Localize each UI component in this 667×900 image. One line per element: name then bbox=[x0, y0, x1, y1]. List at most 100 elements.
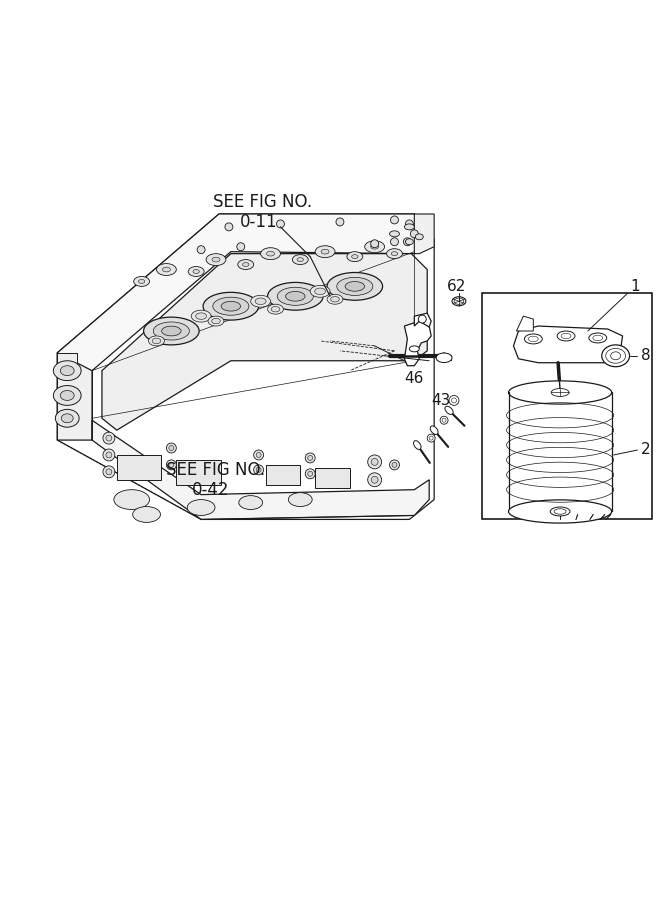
Ellipse shape bbox=[371, 244, 379, 249]
Ellipse shape bbox=[561, 333, 571, 338]
Circle shape bbox=[368, 472, 382, 487]
Circle shape bbox=[103, 432, 115, 444]
Polygon shape bbox=[414, 214, 434, 254]
Ellipse shape bbox=[430, 426, 438, 435]
Circle shape bbox=[371, 476, 378, 483]
Text: 2: 2 bbox=[640, 443, 650, 457]
Ellipse shape bbox=[297, 257, 303, 262]
Ellipse shape bbox=[60, 365, 74, 375]
Bar bbox=[176, 460, 221, 485]
Ellipse shape bbox=[589, 333, 607, 343]
Circle shape bbox=[406, 220, 414, 228]
Ellipse shape bbox=[315, 288, 325, 294]
Ellipse shape bbox=[239, 496, 263, 509]
Ellipse shape bbox=[551, 389, 569, 396]
Circle shape bbox=[404, 238, 412, 246]
Ellipse shape bbox=[392, 252, 398, 256]
Ellipse shape bbox=[191, 310, 211, 322]
Ellipse shape bbox=[238, 259, 253, 269]
Ellipse shape bbox=[267, 251, 275, 256]
Ellipse shape bbox=[285, 292, 305, 302]
Circle shape bbox=[427, 434, 435, 442]
Ellipse shape bbox=[193, 269, 199, 274]
Ellipse shape bbox=[211, 319, 220, 324]
Ellipse shape bbox=[267, 283, 323, 310]
Ellipse shape bbox=[143, 317, 199, 345]
Text: SEE FIG NO.: SEE FIG NO. bbox=[213, 194, 312, 212]
Ellipse shape bbox=[445, 406, 453, 414]
Polygon shape bbox=[102, 254, 427, 430]
Circle shape bbox=[371, 239, 379, 248]
Ellipse shape bbox=[261, 248, 280, 259]
Ellipse shape bbox=[188, 266, 204, 276]
Polygon shape bbox=[57, 353, 77, 371]
Circle shape bbox=[305, 453, 315, 463]
Circle shape bbox=[305, 469, 315, 479]
Ellipse shape bbox=[337, 277, 373, 295]
Ellipse shape bbox=[267, 304, 283, 314]
Ellipse shape bbox=[347, 252, 363, 262]
Ellipse shape bbox=[416, 234, 424, 239]
Circle shape bbox=[368, 455, 382, 469]
Ellipse shape bbox=[139, 279, 145, 284]
Polygon shape bbox=[514, 326, 622, 363]
Bar bbox=[265, 465, 300, 485]
Ellipse shape bbox=[163, 267, 170, 272]
Circle shape bbox=[277, 220, 284, 228]
Circle shape bbox=[307, 472, 313, 476]
Ellipse shape bbox=[524, 334, 542, 344]
Bar bbox=[482, 293, 652, 519]
Ellipse shape bbox=[508, 381, 612, 404]
Circle shape bbox=[106, 469, 112, 475]
Ellipse shape bbox=[315, 246, 335, 257]
Ellipse shape bbox=[406, 238, 414, 245]
Ellipse shape bbox=[602, 345, 630, 366]
Ellipse shape bbox=[327, 273, 383, 301]
Polygon shape bbox=[92, 420, 429, 519]
Ellipse shape bbox=[255, 298, 266, 304]
Text: SEE FIG NO.: SEE FIG NO. bbox=[167, 461, 265, 479]
Circle shape bbox=[442, 418, 446, 422]
Ellipse shape bbox=[149, 336, 165, 346]
Circle shape bbox=[429, 436, 433, 440]
Ellipse shape bbox=[243, 263, 249, 266]
Ellipse shape bbox=[528, 337, 538, 342]
Ellipse shape bbox=[327, 294, 343, 304]
Circle shape bbox=[390, 238, 398, 246]
Circle shape bbox=[169, 446, 174, 451]
Ellipse shape bbox=[436, 353, 452, 363]
Text: 46: 46 bbox=[404, 371, 424, 386]
Bar bbox=[117, 455, 161, 480]
Ellipse shape bbox=[206, 254, 226, 266]
Circle shape bbox=[197, 246, 205, 254]
Circle shape bbox=[256, 467, 261, 472]
Circle shape bbox=[449, 395, 459, 405]
Ellipse shape bbox=[606, 348, 626, 364]
Ellipse shape bbox=[593, 335, 603, 341]
Text: 0-42: 0-42 bbox=[192, 481, 229, 499]
Ellipse shape bbox=[454, 298, 464, 304]
Ellipse shape bbox=[133, 507, 161, 522]
Ellipse shape bbox=[55, 410, 79, 427]
Circle shape bbox=[256, 453, 261, 457]
Ellipse shape bbox=[157, 264, 176, 275]
Ellipse shape bbox=[53, 385, 81, 405]
Circle shape bbox=[237, 243, 245, 251]
Circle shape bbox=[307, 455, 313, 461]
Circle shape bbox=[440, 417, 448, 424]
Ellipse shape bbox=[611, 352, 620, 360]
Circle shape bbox=[169, 463, 174, 467]
Ellipse shape bbox=[277, 287, 313, 305]
Circle shape bbox=[452, 398, 456, 403]
Circle shape bbox=[166, 460, 176, 470]
Ellipse shape bbox=[554, 508, 566, 514]
Circle shape bbox=[225, 223, 233, 230]
Text: 43: 43 bbox=[431, 393, 450, 408]
Ellipse shape bbox=[452, 297, 466, 306]
Ellipse shape bbox=[251, 295, 271, 307]
Ellipse shape bbox=[60, 391, 74, 401]
Circle shape bbox=[392, 463, 397, 467]
Circle shape bbox=[166, 443, 176, 453]
Bar bbox=[315, 468, 350, 488]
Ellipse shape bbox=[213, 297, 249, 315]
